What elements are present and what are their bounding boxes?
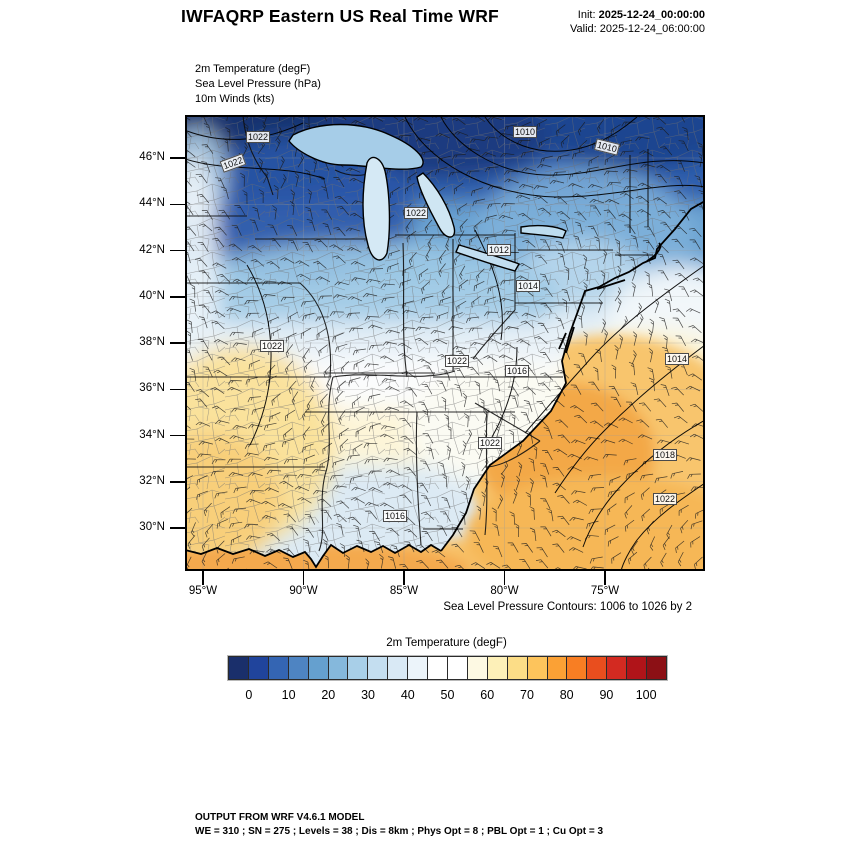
colorbar-title: 2m Temperature (degF) bbox=[386, 637, 507, 649]
lon-tick-label: 90°W bbox=[289, 585, 318, 597]
model-settings-line: WE = 310 ; SN = 275 ; Levels = 38 ; Dis … bbox=[195, 826, 604, 837]
pressure-label: 1016 bbox=[505, 365, 530, 377]
colorbar-cell bbox=[467, 657, 488, 679]
colorbar-cell bbox=[587, 657, 608, 679]
colorbar-cell bbox=[348, 657, 369, 679]
colorbar-cell bbox=[487, 657, 508, 679]
colorbar-cell bbox=[567, 657, 588, 679]
colorbar-tick-label: 10 bbox=[281, 688, 296, 702]
weather-map: 1022 1022 1010 1010 1022 1012 1014 1022 1022 1016… bbox=[185, 115, 705, 571]
pressure-label: 1014 bbox=[516, 280, 541, 292]
colorbar-tick-label: 100 bbox=[635, 688, 657, 702]
lat-tick-mark bbox=[170, 434, 185, 437]
colorbar-cell bbox=[627, 657, 648, 679]
pressure-label: 1022 bbox=[246, 131, 271, 143]
lon-tick-label: 95°W bbox=[188, 585, 218, 597]
pressure-label: 1018 bbox=[653, 449, 678, 461]
lat-tick-label: 38°N bbox=[139, 336, 165, 348]
lon-tick-label: 75°W bbox=[590, 585, 620, 597]
colorbar-cell bbox=[408, 657, 429, 679]
colorbar-cell bbox=[647, 657, 666, 679]
coastline bbox=[185, 200, 705, 569]
weather-map-plot bbox=[185, 115, 705, 571]
colorbar-tick-label: 90 bbox=[599, 688, 614, 702]
colorbar-cell bbox=[268, 657, 289, 679]
model-version-line: OUTPUT FROM WRF V4.6.1 MODEL bbox=[195, 812, 365, 823]
lat-tick-mark bbox=[170, 203, 185, 205]
pressure-label: 1014 bbox=[665, 353, 690, 365]
lon-tick-mark bbox=[202, 571, 204, 585]
colorbar-tick-label: 40 bbox=[400, 688, 415, 702]
pressure-label: 1022 bbox=[653, 493, 678, 505]
colorbar-cell bbox=[288, 657, 309, 679]
colorbar-cell bbox=[527, 657, 548, 679]
lat-tick-mark bbox=[170, 388, 185, 390]
pressure-label: 1012 bbox=[487, 244, 512, 256]
colorbar-tick-label: 0 bbox=[245, 688, 253, 702]
colorbar-cell bbox=[229, 657, 249, 679]
model-config-footer: OUTPUT FROM WRF V4.6.1 MODEL WE = 310 ; … bbox=[195, 811, 603, 839]
colorbar-tick-label: 30 bbox=[361, 688, 375, 702]
colorbar-tick-label: 80 bbox=[559, 688, 574, 702]
colorbar-tick-label: 20 bbox=[321, 688, 336, 702]
pressure-label: 1022 bbox=[445, 355, 470, 367]
pressure-label: 1022 bbox=[260, 340, 285, 352]
overlay-temperature-label: 2m Temperature (degF) bbox=[195, 63, 311, 75]
lat-tick-mark bbox=[170, 157, 185, 159]
contour-note: Sea Level Pressure Contours: 1006 to 102… bbox=[443, 601, 692, 613]
valid-time: Valid: 2025-12-24_06:00:00 bbox=[570, 23, 705, 35]
init-time: Init: 2025-12-24_00:00:00 bbox=[577, 9, 705, 21]
colorbar-cell bbox=[428, 657, 448, 679]
lon-tick-mark bbox=[302, 571, 305, 585]
lon-tick-mark bbox=[503, 571, 506, 585]
pressure-label: 1022 bbox=[478, 437, 503, 449]
colorbar-cell bbox=[547, 657, 568, 679]
colorbar-tick-label: 60 bbox=[480, 688, 495, 702]
colorbar-cell bbox=[308, 657, 329, 679]
overlay-winds-label: 10m Winds (kts) bbox=[195, 93, 275, 105]
colorbar bbox=[228, 656, 667, 680]
lat-tick-mark bbox=[170, 527, 185, 529]
pressure-label: 1010 bbox=[513, 126, 538, 138]
colorbar-cell bbox=[447, 657, 468, 679]
lat-tick-label: 34°N bbox=[139, 428, 165, 441]
colorbar-cell bbox=[507, 657, 528, 679]
lat-tick-mark bbox=[170, 249, 185, 252]
lat-tick-label: 30°N bbox=[139, 521, 165, 533]
colorbar-cell bbox=[368, 657, 389, 679]
lat-tick-label: 32°N bbox=[139, 474, 165, 487]
lat-tick-label: 46°N bbox=[139, 151, 165, 163]
pressure-label: 1016 bbox=[383, 510, 408, 522]
colorbar-cell bbox=[388, 657, 409, 679]
map-border bbox=[185, 115, 705, 571]
lat-tick-mark bbox=[170, 296, 185, 298]
colorbar-cell bbox=[607, 657, 628, 679]
lon-tick-mark bbox=[403, 571, 405, 585]
lat-tick-mark bbox=[170, 481, 185, 483]
overlay-legend: 2m Temperature (degF) Sea Level Pressure… bbox=[195, 62, 321, 107]
page-title: IWFAQRP Eastern US Real Time WRF bbox=[181, 6, 499, 26]
lat-tick-mark bbox=[170, 342, 185, 344]
run-time-info: Init: 2025-12-24_00:00:00 Valid: 2025-12… bbox=[570, 8, 705, 36]
colorbar-tick-label: 50 bbox=[440, 688, 455, 702]
lat-tick-label: 40°N bbox=[139, 289, 165, 302]
colorbar-tick-label: 70 bbox=[520, 688, 534, 702]
lat-tick-label: 42°N bbox=[139, 243, 165, 256]
lon-tick-mark bbox=[604, 571, 606, 585]
lon-tick-label: 85°W bbox=[389, 585, 419, 597]
lon-tick-label: 80°W bbox=[490, 585, 519, 597]
colorbar-cell bbox=[248, 657, 269, 679]
lat-tick-label: 36°N bbox=[139, 382, 165, 395]
pressure-label: 1022 bbox=[404, 207, 429, 219]
overlay-pressure-label: Sea Level Pressure (hPa) bbox=[195, 78, 321, 90]
lat-tick-label: 44°N bbox=[139, 197, 165, 210]
colorbar-cell bbox=[328, 657, 349, 679]
great-lakes bbox=[288, 123, 567, 272]
